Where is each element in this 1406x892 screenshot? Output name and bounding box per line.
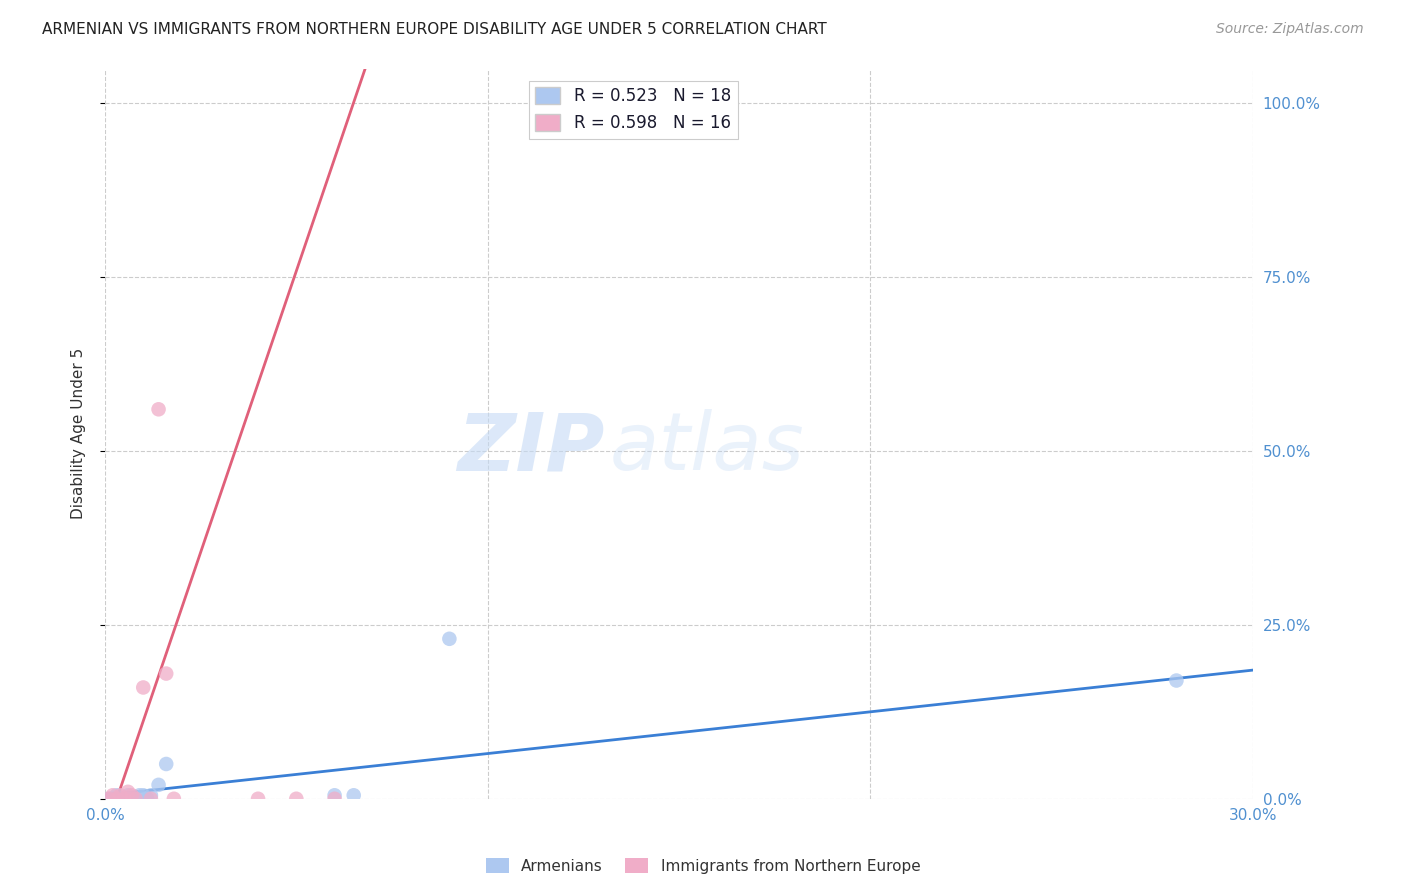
- Point: [110, 791, 132, 805]
- Point: [128, 789, 150, 803]
- Point: [105, 791, 128, 805]
- Point: [121, 789, 143, 803]
- Point: [139, 791, 162, 805]
- Legend: Armenians, Immigrants from Northern Europe: Armenians, Immigrants from Northern Euro…: [479, 852, 927, 880]
- Point: [139, 789, 162, 803]
- Point: [112, 791, 135, 805]
- Point: [132, 681, 155, 695]
- Point: [1166, 673, 1188, 688]
- Point: [323, 789, 346, 803]
- Point: [285, 791, 308, 805]
- Point: [121, 791, 143, 805]
- Point: [155, 666, 177, 681]
- Point: [132, 789, 155, 803]
- Point: [247, 791, 270, 805]
- Legend: R = 0.523   N = 18, R = 0.598   N = 16: R = 0.523 N = 18, R = 0.598 N = 16: [529, 80, 738, 138]
- Point: [101, 789, 124, 803]
- Point: [101, 791, 124, 805]
- Point: [124, 791, 146, 805]
- Text: ARMENIAN VS IMMIGRANTS FROM NORTHERN EUROPE DISABILITY AGE UNDER 5 CORRELATION C: ARMENIAN VS IMMIGRANTS FROM NORTHERN EUR…: [42, 22, 827, 37]
- Point: [97, 791, 120, 805]
- Point: [117, 785, 139, 799]
- Point: [112, 791, 135, 805]
- Text: atlas: atlas: [610, 409, 804, 487]
- Y-axis label: Disability Age Under 5: Disability Age Under 5: [72, 348, 86, 519]
- Point: [155, 756, 177, 771]
- Point: [439, 632, 461, 646]
- Point: [148, 402, 170, 417]
- Point: [105, 789, 128, 803]
- Point: [343, 789, 366, 803]
- Point: [117, 789, 139, 803]
- Point: [110, 789, 132, 803]
- Point: [124, 791, 146, 805]
- Point: [323, 791, 346, 805]
- Text: ZIP: ZIP: [457, 409, 605, 487]
- Point: [97, 791, 120, 805]
- Point: [148, 778, 170, 792]
- Point: [163, 791, 186, 805]
- Point: [136, 791, 159, 805]
- Text: Source: ZipAtlas.com: Source: ZipAtlas.com: [1216, 22, 1364, 37]
